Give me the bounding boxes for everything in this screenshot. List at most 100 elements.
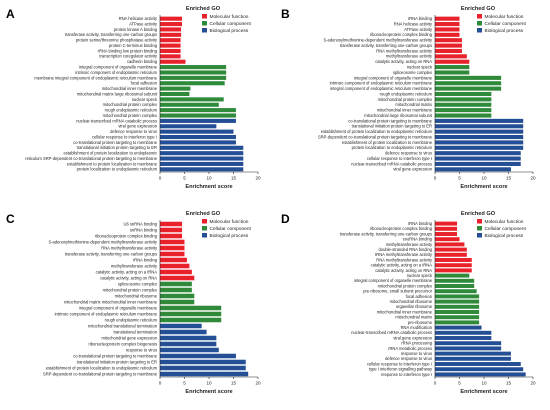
bar bbox=[160, 48, 181, 54]
legend-swatch bbox=[477, 21, 482, 26]
category-label: viral gene expression bbox=[118, 124, 157, 129]
bar bbox=[160, 251, 185, 257]
bar bbox=[435, 232, 458, 236]
category-label: intrinsic component of endoplasmic retic… bbox=[55, 311, 158, 316]
x-tick-label: 0 bbox=[434, 381, 437, 386]
chart-title: Enriched GO bbox=[461, 6, 496, 12]
bar bbox=[435, 289, 477, 294]
category-label: RNA methyltransferase activity bbox=[376, 257, 433, 262]
category-label: nuclear speck bbox=[407, 273, 433, 278]
category-label: pre-ribosome bbox=[408, 320, 433, 325]
bar bbox=[435, 284, 475, 288]
bar bbox=[160, 317, 222, 323]
category-label: cellular response to interferon type I bbox=[367, 361, 432, 366]
chart-panel-a: A Enriched GO RNA helicase activity ATPase … bbox=[0, 0, 275, 205]
bar bbox=[160, 86, 191, 91]
bar bbox=[435, 27, 460, 32]
bar bbox=[435, 129, 524, 134]
category-label: nuclear-transcribed mRNA catabolic proce… bbox=[76, 118, 157, 123]
bar bbox=[435, 48, 462, 54]
bar bbox=[160, 156, 244, 161]
bar bbox=[435, 247, 467, 252]
bar bbox=[435, 124, 524, 129]
category-label: response to virus bbox=[126, 347, 157, 352]
legend-label: Biological process bbox=[485, 28, 524, 34]
category-label: defence response to virus bbox=[385, 356, 432, 361]
bar bbox=[160, 227, 183, 233]
category-label: transcription coregulator activity bbox=[99, 54, 158, 59]
category-label: rough endoplasmic reticulum bbox=[105, 317, 158, 322]
x-tick-label: 20 bbox=[530, 176, 536, 181]
bar bbox=[435, 22, 460, 27]
bar bbox=[435, 113, 492, 118]
bar bbox=[435, 151, 521, 156]
bar bbox=[435, 91, 492, 97]
category-label: mitochondrial inner membrane bbox=[377, 108, 433, 113]
category-label: cellular response to interferon type I bbox=[367, 156, 432, 161]
bar bbox=[160, 335, 217, 341]
bar bbox=[435, 226, 458, 231]
bar bbox=[435, 97, 492, 102]
category-label: mitochondrial translational termination bbox=[88, 323, 158, 328]
bar bbox=[160, 43, 181, 48]
category-label: snRNA binding bbox=[130, 227, 158, 232]
bar bbox=[160, 32, 182, 37]
bar bbox=[160, 16, 183, 21]
legend-label: Biological process bbox=[485, 233, 524, 239]
category-label: transferase activity, transferring one-c… bbox=[65, 32, 157, 37]
category-label: mitochondrial matrix bbox=[395, 102, 432, 107]
category-label: mitochondrial protein complex bbox=[378, 97, 432, 102]
category-label: co-translational protein targeting to me… bbox=[348, 118, 432, 123]
category-label: response to interferon type I bbox=[381, 372, 432, 377]
bar bbox=[160, 140, 236, 145]
category-label: mitochondrial protein complex bbox=[103, 113, 157, 118]
category-label: rough endoplasmic reticulum bbox=[380, 91, 433, 96]
bar bbox=[160, 54, 181, 59]
category-label: mitochondrial protein complex bbox=[103, 287, 157, 292]
category-label: translational initiation protein targeti… bbox=[352, 124, 432, 129]
bar bbox=[160, 353, 236, 359]
category-label: response to virus bbox=[401, 351, 432, 356]
x-tick-label: 5 bbox=[458, 381, 461, 386]
panel-label: D bbox=[281, 212, 290, 226]
category-label: integral component of endoplasmic reticu… bbox=[330, 86, 433, 91]
bar bbox=[160, 269, 192, 275]
bar bbox=[160, 70, 227, 75]
category-label: ribonucleoprotein complex biogenesis bbox=[89, 341, 158, 346]
legend-label: Molecular function bbox=[485, 219, 524, 225]
bar bbox=[160, 167, 244, 172]
bar bbox=[435, 304, 480, 309]
x-tick-label: 20 bbox=[255, 381, 261, 386]
category-label: mitochondrial matrix bbox=[395, 315, 432, 320]
bar bbox=[435, 278, 475, 283]
category-label: focal adhesion bbox=[131, 81, 158, 86]
category-label: SRP-dependent co-translational protein t… bbox=[43, 371, 158, 376]
legend-label: Cellular component bbox=[210, 226, 252, 232]
bar bbox=[435, 32, 460, 37]
bar bbox=[435, 294, 480, 299]
bar bbox=[160, 124, 217, 129]
category-label: protein kinase A binding bbox=[114, 27, 158, 32]
category-label: transferase activity, transferring one-c… bbox=[340, 231, 432, 236]
category-label: type I interferon signalling pathway bbox=[369, 367, 433, 372]
category-label: rRNA processing bbox=[401, 341, 432, 346]
bar bbox=[435, 86, 502, 91]
category-label: RNA modification bbox=[401, 325, 433, 330]
category-label: integral component of organelle membrane bbox=[79, 305, 158, 310]
bar bbox=[435, 299, 480, 304]
category-label: mitochondrial matrix large ribosomal sub… bbox=[77, 91, 158, 96]
bar bbox=[435, 336, 492, 340]
bar bbox=[160, 97, 224, 102]
chart-svg: D Enriched GO rRNA bindingribonucleoprotei… bbox=[281, 211, 536, 395]
legend-label: Cellular component bbox=[210, 21, 252, 27]
bar bbox=[435, 258, 472, 262]
category-label: membrane integral component of endoplasm… bbox=[34, 75, 157, 80]
category-label: rRNA binding bbox=[408, 16, 433, 21]
category-label: RNA methyltransferase activity bbox=[376, 48, 433, 53]
bar bbox=[160, 221, 183, 227]
category-label: defence response to virus bbox=[385, 151, 432, 156]
bar bbox=[160, 305, 222, 311]
bar bbox=[435, 54, 467, 59]
x-tick-label: 15 bbox=[506, 176, 512, 181]
